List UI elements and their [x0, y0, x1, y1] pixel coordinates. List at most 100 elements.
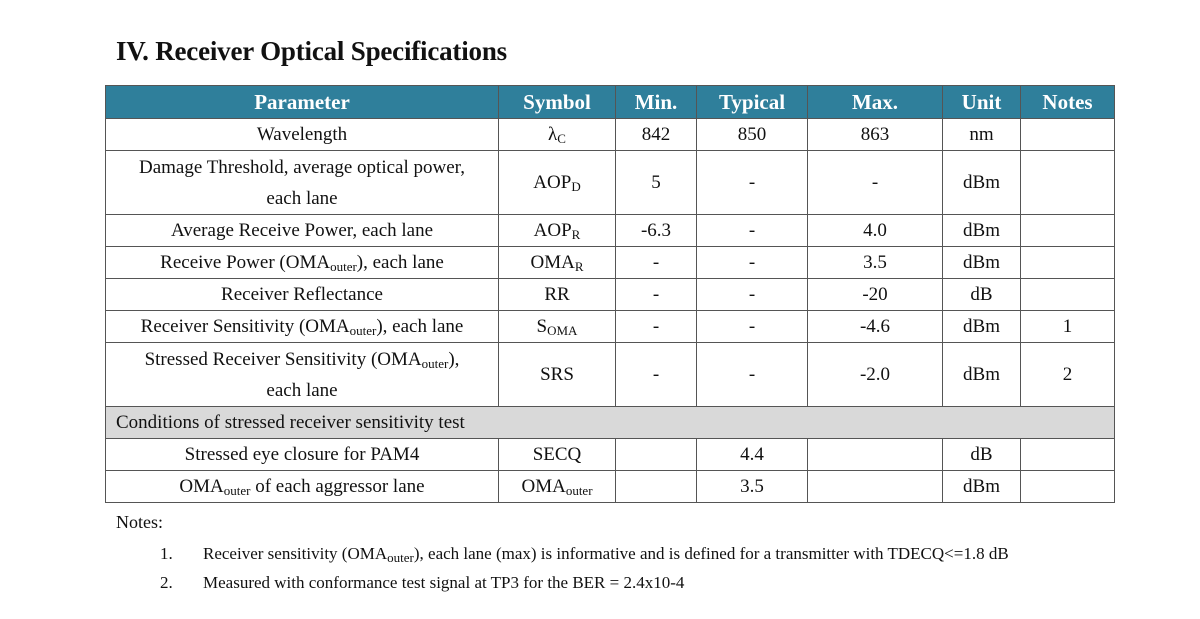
note-number: 2. — [160, 573, 173, 592]
param-cell: Receiver Reflectance — [105, 278, 499, 311]
unit-cell: dB — [942, 438, 1021, 471]
typical-cell: 3.5 — [696, 470, 808, 503]
table-row: Stressed eye closure for PAM4 SECQ 4.4 d… — [105, 438, 1115, 471]
param-line-1: Stressed Receiver Sensitivity (OMAouter)… — [110, 344, 494, 375]
unit-cell: dBm — [942, 246, 1021, 279]
param-line-2: each lane — [266, 187, 338, 209]
typical-cell: - — [696, 278, 808, 311]
header-typical: Typical — [696, 85, 808, 119]
max-cell: 863 — [807, 118, 943, 151]
unit-cell: dBm — [942, 342, 1021, 407]
notes-cell: 2 — [1020, 342, 1115, 407]
param-subscript: outer — [223, 482, 251, 498]
min-cell: - — [615, 342, 697, 407]
typical-cell: - — [696, 214, 808, 247]
header-notes: Notes — [1020, 85, 1115, 119]
max-cell: -20 — [807, 278, 943, 311]
symbol-cell: RR — [498, 278, 616, 311]
typical-cell: - — [696, 342, 808, 407]
notes-cell — [1020, 118, 1115, 151]
note-subscript: outer — [387, 550, 414, 565]
conditions-header-row: Conditions of stressed receiver sensitiv… — [105, 406, 1115, 439]
param-line-2: each lane — [266, 379, 338, 401]
max-cell: - — [807, 150, 943, 215]
symbol-cell: SOMA — [498, 310, 616, 343]
header-max: Max. — [807, 85, 943, 119]
max-cell: 4.0 — [807, 214, 943, 247]
conditions-label: Conditions of stressed receiver sensitiv… — [105, 406, 1115, 439]
param-text-post: ), each lane — [376, 315, 464, 337]
symbol-text: AOP — [533, 171, 572, 193]
symbol-subscript: R — [571, 226, 581, 242]
min-cell — [615, 470, 697, 503]
receiver-spec-table: Parameter Symbol Min. Typical Max. Unit … — [105, 85, 1115, 503]
note-text-pre: Measured with conformance test signal at… — [203, 573, 685, 592]
param-text-post: of each aggressor lane — [250, 475, 425, 497]
header-parameter: Parameter — [105, 85, 499, 119]
table-row: Damage Threshold, average optical power,… — [105, 150, 1115, 215]
symbol-text: λ — [548, 123, 558, 145]
typical-cell: - — [696, 310, 808, 343]
param-line-1: Damage Threshold, average optical power, — [139, 156, 465, 178]
header-symbol: Symbol — [498, 85, 616, 119]
table-header-row: Parameter Symbol Min. Typical Max. Unit … — [105, 85, 1115, 119]
param-cell: Damage Threshold, average optical power,… — [105, 150, 499, 215]
note-text-pre: Receiver sensitivity (OMA — [203, 544, 388, 563]
table-row: Wavelength λC 842 850 863 nm — [105, 118, 1115, 151]
min-cell: - — [615, 278, 697, 311]
param-text: Stressed Receiver Sensitivity (OMA — [144, 348, 422, 370]
symbol-cell: λC — [498, 118, 616, 151]
symbol-cell: SECQ — [498, 438, 616, 471]
symbol-cell: OMAouter — [498, 470, 616, 503]
typical-cell: - — [696, 150, 808, 215]
note-text: Measured with conformance test signal at… — [203, 573, 684, 593]
param-text: Receive Power (OMA — [160, 251, 331, 273]
symbol-text: OMA — [530, 251, 575, 273]
max-cell: -4.6 — [807, 310, 943, 343]
table-row: Average Receive Power, each lane AOPR -6… — [105, 214, 1115, 247]
param-subscript: outer — [421, 355, 449, 371]
note-text: Receiver sensitivity (OMAouter), each la… — [203, 544, 1009, 564]
notes-cell — [1020, 278, 1115, 311]
min-cell — [615, 438, 697, 471]
notes-cell — [1020, 438, 1115, 471]
min-cell: - — [615, 310, 697, 343]
typical-cell: 4.4 — [696, 438, 808, 471]
param-text: OMA — [179, 475, 224, 497]
note-text-post: ), each lane (max) is informative and is… — [413, 544, 1009, 563]
table-row: OMAouter of each aggressor lane OMAouter… — [105, 470, 1115, 503]
symbol-text: AOP — [533, 219, 572, 241]
notes-cell — [1020, 246, 1115, 279]
notes-cell — [1020, 214, 1115, 247]
param-cell: Average Receive Power, each lane — [105, 214, 499, 247]
param-text-post: ), each lane — [356, 251, 444, 273]
param-cell: Stressed eye closure for PAM4 — [105, 438, 499, 471]
param-cell: Stressed Receiver Sensitivity (OMAouter)… — [105, 342, 499, 407]
param-cell: Wavelength — [105, 118, 499, 151]
min-cell: 5 — [615, 150, 697, 215]
notes-cell: 1 — [1020, 310, 1115, 343]
max-cell — [807, 438, 943, 471]
param-cell: OMAouter of each aggressor lane — [105, 470, 499, 503]
unit-cell: dBm — [942, 150, 1021, 215]
symbol-subscript: R — [574, 258, 584, 274]
min-cell: -6.3 — [615, 214, 697, 247]
header-min: Min. — [615, 85, 697, 119]
typical-cell: - — [696, 246, 808, 279]
param-cell: Receive Power (OMAouter), each lane — [105, 246, 499, 279]
symbol-cell: OMAR — [498, 246, 616, 279]
unit-cell: dB — [942, 278, 1021, 311]
min-cell: 842 — [615, 118, 697, 151]
typical-cell: 850 — [696, 118, 808, 151]
max-cell: -2.0 — [807, 342, 943, 407]
symbol-subscript: C — [557, 130, 566, 146]
param-subscript: outer — [349, 322, 377, 338]
symbol-text: S — [536, 315, 548, 337]
symbol-subscript: outer — [565, 482, 593, 498]
unit-cell: nm — [942, 118, 1021, 151]
param-subscript: outer — [330, 258, 357, 274]
table-row: Receive Power (OMAouter), each lane OMAR… — [105, 246, 1115, 279]
note-number: 1. — [160, 544, 173, 563]
unit-cell: dBm — [942, 214, 1021, 247]
max-cell — [807, 470, 943, 503]
